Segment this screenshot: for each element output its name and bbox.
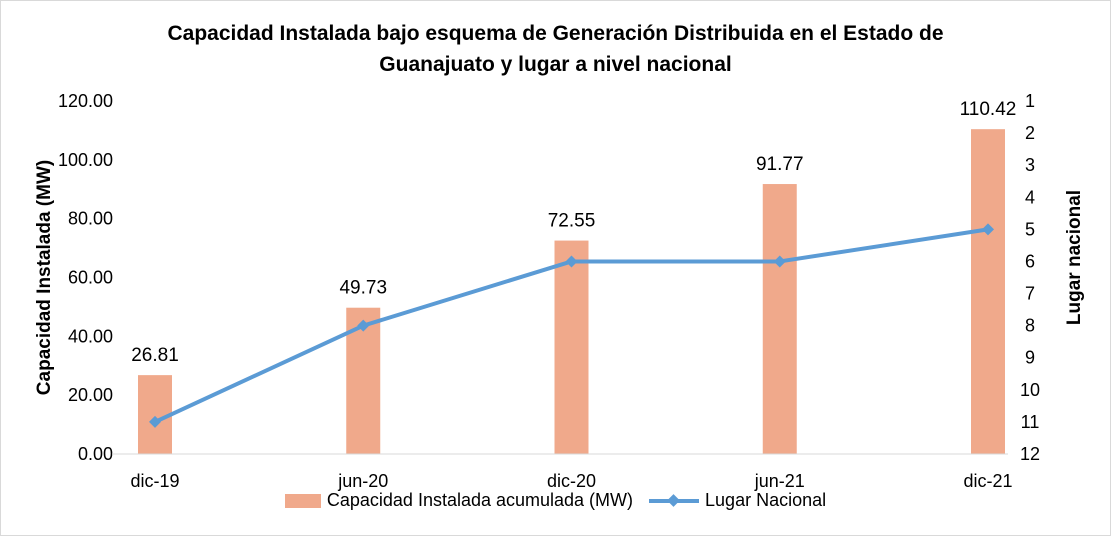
- chart-title: Capacidad Instalada bajo esquema de Gene…: [0, 18, 1111, 80]
- bar: [762, 184, 797, 454]
- chart-title-line-2: Guanajuato y lugar a nivel nacional: [379, 53, 732, 76]
- y-tick-label: 80.00: [68, 209, 113, 229]
- y-tick-label: 20.00: [68, 385, 113, 405]
- y2-tick-label: 12: [1020, 444, 1040, 464]
- bar-data-label: 26.81: [131, 345, 179, 366]
- bar: [971, 129, 1005, 455]
- legend-item-rank: Lugar Nacional: [649, 490, 826, 511]
- y2-tick-label: 7: [1025, 284, 1035, 304]
- y-tick-label: 60.00: [68, 268, 113, 288]
- bar-data-label: 110.42: [960, 99, 1017, 120]
- legend: Capacidad Instalada acumulada (MW) Lugar…: [0, 490, 1111, 511]
- y-tick-label: 40.00: [68, 326, 113, 346]
- y2-tick-label: 11: [1021, 412, 1040, 432]
- legend-swatch-capacity: [284, 493, 321, 508]
- x-tick-label: dic-19: [130, 471, 179, 491]
- y-tick-label: 0.00: [78, 444, 113, 464]
- y2-tick-label: 2: [1025, 123, 1035, 143]
- y2-tick-label: 5: [1025, 219, 1035, 239]
- rank-point: [357, 319, 370, 332]
- legend-label-rank: Lugar Nacional: [705, 490, 827, 510]
- x-tick-label: jun-21: [754, 471, 805, 491]
- y2-tick-label: 3: [1025, 155, 1035, 175]
- rank-point: [565, 255, 578, 268]
- y-axis-title: Capacidad Instalada (MW): [34, 160, 55, 395]
- bar: [554, 240, 589, 454]
- y2-tick-label: 1: [1025, 91, 1035, 111]
- bar-data-label: 91.77: [756, 154, 804, 175]
- rank-point: [982, 223, 994, 236]
- x-tick-label: dic-21: [963, 471, 1012, 491]
- y2-tick-label: 4: [1025, 187, 1035, 207]
- rank-point: [773, 255, 786, 268]
- y2-tick-label: 8: [1025, 316, 1035, 336]
- rank-point: [149, 415, 161, 428]
- y2-tick-label: 10: [1020, 380, 1040, 400]
- y2-tick-label: 6: [1025, 251, 1035, 271]
- chart-title-line-1: Capacidad Instalada bajo esquema de Gene…: [167, 22, 944, 45]
- y2-tick-label: 9: [1025, 348, 1035, 368]
- y2-axis-title: Lugar nacional: [1064, 190, 1085, 325]
- bar-data-label: 49.73: [339, 278, 387, 299]
- x-tick-label: dic-20: [547, 471, 596, 491]
- legend-swatch-rank: [649, 493, 700, 508]
- y-tick-label: 120.00: [58, 91, 113, 111]
- legend-item-capacity: Capacidad Instalada acumulada (MW): [284, 490, 634, 511]
- y-tick-label: 100.00: [58, 150, 113, 170]
- legend-label-capacity: Capacidad Instalada acumulada (MW): [326, 490, 634, 510]
- x-tick-label: jun-20: [337, 471, 388, 491]
- bar-data-label: 72.55: [548, 211, 596, 232]
